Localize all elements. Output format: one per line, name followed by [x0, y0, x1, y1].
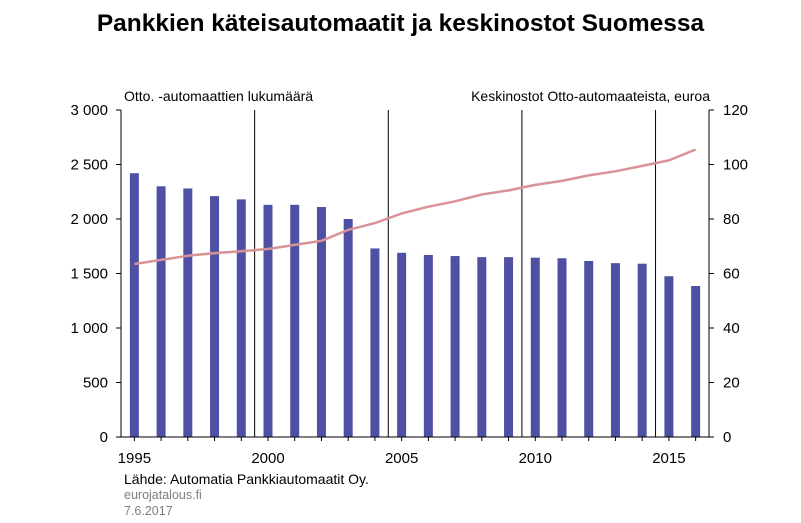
right-tick-label: 80 — [723, 211, 740, 228]
right-axis-label: Keskinostot Otto-automaateista, euroa — [471, 88, 710, 104]
bar — [129, 173, 139, 437]
bar — [343, 219, 353, 437]
left-tick-label: 1 000 — [70, 320, 108, 337]
bar — [156, 186, 166, 437]
bar — [183, 188, 193, 437]
x-tick-label: 2010 — [519, 450, 552, 467]
bar — [504, 257, 514, 437]
bar — [316, 207, 326, 437]
x-tick-label: 1995 — [118, 450, 151, 467]
right-tick-label: 20 — [723, 375, 740, 392]
source-note: Lähde: Automatia Pankkiautomaatit Oy. — [124, 471, 369, 487]
bar — [637, 263, 647, 437]
bar — [557, 258, 567, 437]
bar — [290, 204, 300, 437]
publish-date: 7.6.2017 — [124, 504, 173, 518]
right-tick-label: 60 — [723, 266, 740, 283]
chart-title: Pankkien käteisautomaatit ja keskinostot… — [96, 10, 705, 37]
site-name: eurojatalous.fi — [124, 488, 202, 502]
x-tick-label: 2000 — [251, 450, 284, 467]
left-tick-label: 0 — [100, 429, 108, 446]
bar — [370, 248, 380, 437]
right-tick-label: 40 — [723, 320, 740, 337]
bar — [210, 196, 220, 437]
x-tick-label: 2005 — [385, 450, 418, 467]
withdrawal-line — [134, 148, 697, 266]
bar — [530, 257, 540, 437]
bar — [691, 286, 701, 437]
bar — [450, 256, 460, 437]
bar — [477, 257, 487, 437]
bar — [610, 263, 620, 437]
left-tick-label: 500 — [83, 375, 108, 392]
bar — [236, 199, 246, 437]
bar — [584, 260, 594, 437]
right-tick-label: 120 — [723, 102, 748, 119]
left-tick-label: 1 500 — [70, 266, 108, 283]
right-tick-label: 0 — [723, 429, 731, 446]
left-axis-label: Otto. -automaattien lukumäärä — [124, 88, 314, 104]
bar — [423, 254, 433, 437]
bar — [397, 252, 407, 437]
x-tick-label: 2015 — [652, 450, 685, 467]
bar — [664, 276, 674, 437]
left-tick-label: 2 000 — [70, 211, 108, 228]
left-tick-label: 3 000 — [70, 102, 108, 119]
left-tick-label: 2 500 — [70, 157, 108, 174]
right-tick-label: 100 — [723, 157, 748, 174]
bar — [263, 204, 273, 437]
